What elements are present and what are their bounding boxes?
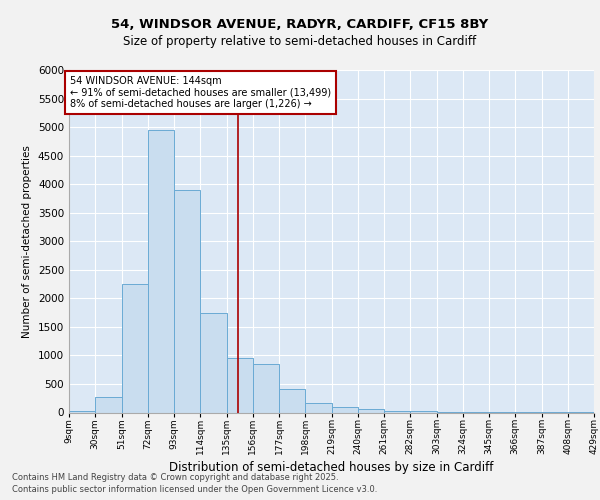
Bar <box>305 403 332 412</box>
Text: 54 WINDSOR AVENUE: 144sqm
← 91% of semi-detached houses are smaller (13,499)
8% : 54 WINDSOR AVENUE: 144sqm ← 91% of semi-… <box>70 76 331 109</box>
X-axis label: Distribution of semi-detached houses by size in Cardiff: Distribution of semi-detached houses by … <box>169 462 494 474</box>
Text: Size of property relative to semi-detached houses in Cardiff: Size of property relative to semi-detach… <box>124 35 476 48</box>
Bar <box>358 409 384 412</box>
Bar <box>332 407 358 412</box>
Bar <box>95 397 121 412</box>
Bar <box>279 388 305 412</box>
Bar <box>148 130 174 412</box>
Bar <box>69 411 95 412</box>
Text: Contains public sector information licensed under the Open Government Licence v3: Contains public sector information licen… <box>12 485 377 494</box>
Bar <box>122 284 148 412</box>
Y-axis label: Number of semi-detached properties: Number of semi-detached properties <box>22 145 32 338</box>
Bar <box>227 358 253 412</box>
Bar <box>174 190 200 412</box>
Bar <box>253 364 279 412</box>
Text: Contains HM Land Registry data © Crown copyright and database right 2025.: Contains HM Land Registry data © Crown c… <box>12 472 338 482</box>
Text: 54, WINDSOR AVENUE, RADYR, CARDIFF, CF15 8BY: 54, WINDSOR AVENUE, RADYR, CARDIFF, CF15… <box>112 18 488 30</box>
Bar <box>384 411 410 412</box>
Bar <box>200 312 227 412</box>
